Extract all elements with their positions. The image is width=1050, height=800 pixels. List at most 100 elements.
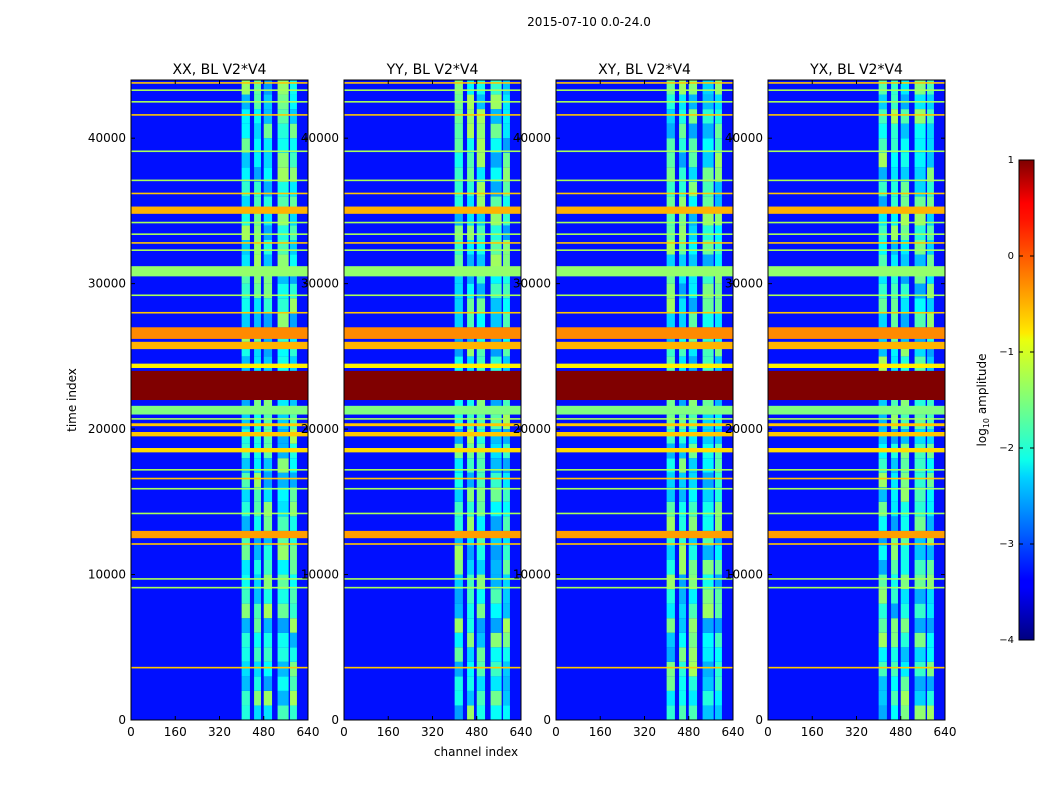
rfi-band-cell bbox=[891, 138, 898, 153]
rfi-band-cell bbox=[891, 589, 898, 604]
time-band bbox=[768, 206, 945, 214]
rfi-band-cell bbox=[290, 109, 297, 124]
rfi-band-cell bbox=[254, 80, 261, 95]
rfi-band-cell bbox=[254, 501, 261, 517]
colorbar-tick-label: −1 bbox=[999, 347, 1014, 358]
rfi-band-cell bbox=[476, 516, 486, 531]
y-tick-label: 0 bbox=[331, 713, 339, 727]
x-tick-label: 480 bbox=[252, 725, 275, 739]
rfi-band-cell bbox=[679, 312, 686, 328]
rfi-band-cell bbox=[927, 647, 934, 662]
rfi-band-cell bbox=[277, 472, 289, 488]
rfi-band-cell bbox=[914, 705, 926, 720]
rfi-band-cell bbox=[914, 501, 926, 517]
rfi-band-cell bbox=[666, 152, 675, 168]
colorbar-tick-label: 1 bbox=[1008, 155, 1014, 166]
rfi-band-cell bbox=[900, 676, 910, 691]
rfi-band-cell bbox=[454, 632, 463, 648]
time-band bbox=[556, 432, 733, 437]
rfi-band-cell bbox=[263, 487, 273, 502]
rfi-band-cell bbox=[503, 152, 510, 168]
rfi-band-cell bbox=[688, 647, 698, 662]
x-tick-label: 480 bbox=[677, 725, 700, 739]
rfi-band-cell bbox=[914, 545, 926, 560]
rfi-band-cell bbox=[277, 501, 289, 517]
time-line bbox=[131, 242, 308, 244]
time-band bbox=[768, 405, 945, 415]
rfi-band-cell bbox=[679, 530, 686, 546]
rfi-band-cell bbox=[927, 298, 934, 313]
rfi-band-cell bbox=[666, 589, 675, 604]
rfi-band-cell bbox=[490, 181, 502, 197]
x-tick-label: 320 bbox=[421, 725, 444, 739]
rfi-band-cell bbox=[679, 472, 686, 488]
time-line bbox=[344, 114, 521, 116]
rfi-band-cell bbox=[254, 298, 261, 313]
rfi-band-cell bbox=[490, 487, 502, 502]
rfi-band-cell bbox=[878, 574, 887, 590]
rfi-band-cell bbox=[715, 705, 722, 720]
rfi-band-cell bbox=[467, 181, 474, 197]
rfi-band-cell bbox=[715, 225, 722, 240]
rfi-band-cell bbox=[702, 676, 714, 691]
rfi-band-cell bbox=[476, 458, 486, 473]
rfi-band-cell bbox=[263, 312, 273, 328]
rfi-band-cell bbox=[688, 530, 698, 546]
rfi-band-cell bbox=[490, 298, 502, 313]
heatmap-image bbox=[344, 80, 521, 720]
rfi-band-cell bbox=[891, 181, 898, 197]
rfi-band-cell bbox=[878, 225, 887, 240]
rfi-band-cell bbox=[490, 225, 502, 240]
rfi-band-cell bbox=[467, 225, 474, 240]
panel-title: YX, BL V2*V4 bbox=[809, 62, 903, 78]
rfi-band-cell bbox=[454, 109, 463, 124]
rfi-band-cell bbox=[241, 123, 250, 139]
rfi-band-cell bbox=[891, 661, 898, 677]
rfi-band-cell bbox=[688, 676, 698, 691]
rfi-band-cell bbox=[467, 312, 474, 328]
rfi-band-cell bbox=[503, 516, 510, 531]
rfi-band-cell bbox=[900, 283, 910, 299]
rfi-band-cell bbox=[900, 138, 910, 153]
rfi-band-cell bbox=[454, 545, 463, 560]
rfi-band-cell bbox=[900, 705, 910, 720]
rfi-band-cell bbox=[454, 705, 463, 720]
rfi-band-cell bbox=[914, 167, 926, 182]
rfi-band-cell bbox=[679, 254, 686, 270]
rfi-band-cell bbox=[467, 414, 474, 430]
rfi-band-cell bbox=[927, 589, 934, 604]
x-tick-label: 160 bbox=[377, 725, 400, 739]
rfi-band-cell bbox=[927, 574, 934, 590]
rfi-band-cell bbox=[914, 530, 926, 546]
rfi-band-cell bbox=[503, 603, 510, 619]
rfi-band-cell bbox=[927, 152, 934, 168]
rfi-band-cell bbox=[878, 414, 887, 430]
time-line bbox=[768, 418, 945, 420]
x-tick-label: 0 bbox=[127, 725, 135, 739]
rfi-band-cell bbox=[454, 312, 463, 328]
rfi-band-cell bbox=[263, 690, 273, 706]
rfi-band-cell bbox=[688, 560, 698, 575]
rfi-band-cell bbox=[927, 283, 934, 299]
rfi-band-cell bbox=[490, 676, 502, 691]
rfi-band-cell bbox=[914, 647, 926, 662]
time-band bbox=[131, 206, 308, 214]
rfi-band-cell bbox=[454, 225, 463, 240]
rfi-band-cell bbox=[503, 283, 510, 299]
rfi-band-cell bbox=[467, 603, 474, 619]
rfi-band-cell bbox=[927, 501, 934, 517]
rfi-band-cell bbox=[263, 618, 273, 633]
rfi-band-cell bbox=[878, 501, 887, 517]
rfi-band-cell bbox=[490, 254, 502, 270]
rfi-band-cell bbox=[241, 501, 250, 517]
rfi-band-cell bbox=[914, 632, 926, 648]
rfi-band-cell bbox=[277, 254, 289, 270]
rfi-band-cell bbox=[476, 240, 486, 255]
rfi-band-cell bbox=[454, 676, 463, 691]
rfi-band-cell bbox=[914, 152, 926, 168]
rfi-band-cell bbox=[715, 240, 722, 255]
rfi-band-cell bbox=[666, 210, 675, 226]
x-tick-label: 320 bbox=[633, 725, 656, 739]
rfi-band-cell bbox=[878, 109, 887, 124]
